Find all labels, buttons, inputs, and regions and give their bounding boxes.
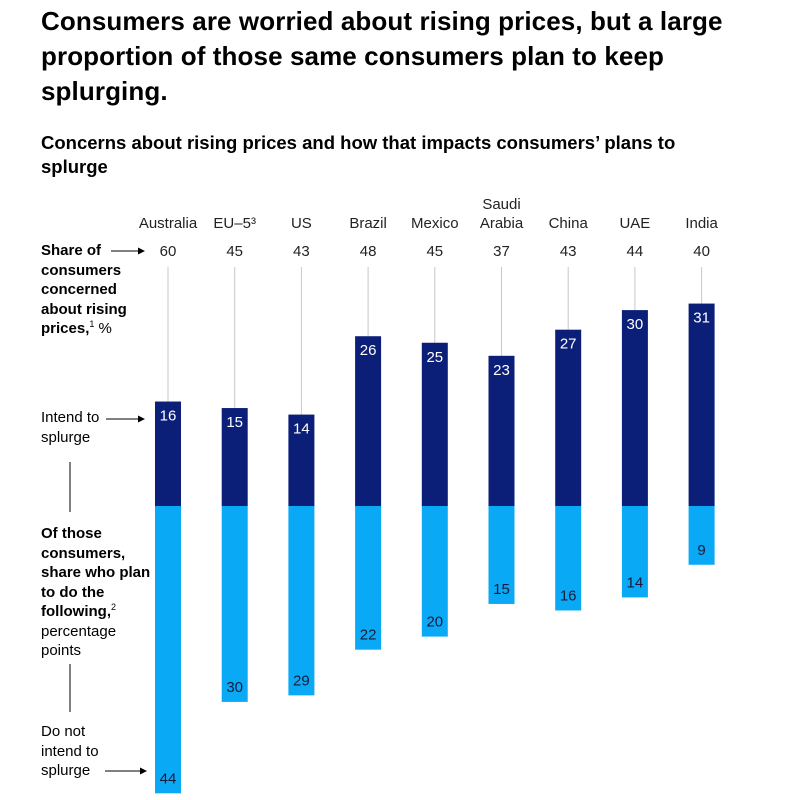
intend-value-brazil: 26 — [360, 342, 377, 359]
share-value-saudi-arabia: 37 — [493, 243, 510, 260]
category-label-saudi-arabia: Saudi Arabia — [480, 196, 524, 232]
intend-splurge-label: Intend to splurge — [41, 409, 100, 446]
share-concerned-label: Share of consumers concerned about risin… — [41, 241, 159, 339]
chart-title: Consumers are worried about rising price… — [41, 6, 723, 106]
of-those-consumers-text: Of those consumers, share who plan to do… — [41, 525, 151, 620]
chart-subtitle: Concerns about rising prices and how tha… — [41, 132, 676, 177]
intend-value-mexico: 25 — [426, 349, 443, 366]
not-intend-value-brazil: 22 — [360, 627, 377, 644]
bar-not-intend-mexico — [421, 506, 448, 637]
bar-intend-india — [688, 303, 715, 506]
share-value-brazil: 48 — [360, 243, 377, 260]
not-intend-value-eu-5: 30 — [226, 679, 243, 696]
footnote-2: 2 — [110, 602, 116, 612]
intend-value-india: 31 — [693, 310, 710, 327]
not-intend-value-china: 16 — [560, 587, 577, 604]
share-concerned-unit: % — [94, 320, 112, 337]
share-value-australia: 60 — [160, 243, 177, 260]
share-value-mexico: 45 — [426, 243, 443, 260]
bar-not-intend-saudi-arabia — [488, 506, 515, 604]
not-intend-value-india: 9 — [697, 542, 705, 559]
share-value-us: 43 — [293, 243, 310, 260]
share-arrow-head — [138, 247, 145, 255]
bar-intend-uae — [621, 310, 648, 506]
bar-intend-us — [288, 414, 315, 506]
intend-value-saudi-arabia: 23 — [493, 362, 510, 379]
not-intend-value-australia: 44 — [160, 770, 177, 787]
intend-value-uae: 30 — [627, 316, 644, 333]
category-label-india: India — [685, 215, 718, 232]
category-label-china: China — [549, 215, 589, 232]
share-value-uae: 44 — [627, 243, 644, 260]
not-intend-value-uae: 14 — [627, 574, 644, 591]
of-those-consumers-label: Of those consumers, share who plan to do… — [41, 524, 153, 661]
intend-value-china: 27 — [560, 336, 577, 353]
category-label-eu-5: EU–5³ — [213, 215, 256, 232]
share-value-china: 43 — [560, 243, 577, 260]
bar-not-intend-uae — [621, 506, 648, 598]
bar-not-intend-us — [288, 506, 315, 696]
category-label-uae: UAE — [619, 215, 650, 232]
intend-value-australia: 16 — [160, 408, 177, 425]
bar-intend-saudi-arabia — [488, 355, 515, 506]
share-value-india: 40 — [693, 243, 710, 260]
bar-not-intend-australia — [155, 506, 181, 794]
bar-intend-china — [555, 329, 582, 506]
percentage-points-text: percentage points — [41, 622, 117, 660]
bar-not-intend-india — [688, 506, 715, 565]
bar-not-intend-brazil — [355, 506, 382, 650]
share-concerned-text: Share of consumers concerned about risin… — [41, 242, 127, 337]
bar-intend-brazil — [355, 336, 382, 506]
bar-intend-eu-5 — [221, 408, 248, 506]
intend-value-eu-5: 15 — [226, 414, 243, 431]
not-intend-value-saudi-arabia: 15 — [493, 581, 510, 598]
not-intend-value-us: 29 — [293, 672, 310, 689]
bar-intend-mexico — [421, 342, 448, 506]
bar-not-intend-china — [555, 506, 582, 611]
share-value-eu-5: 45 — [226, 243, 243, 260]
category-label-australia: Australia — [139, 215, 198, 232]
category-label-brazil: Brazil — [349, 215, 387, 232]
category-label-mexico: Mexico — [411, 215, 459, 232]
bar-intend-australia — [155, 401, 181, 506]
intend-value-us: 14 — [293, 421, 310, 438]
category-label-us: US — [291, 215, 312, 232]
intend-arrow-head — [138, 415, 145, 423]
not-intend-value-mexico: 20 — [426, 614, 443, 631]
do-not-intend-arrow-head — [140, 767, 147, 775]
footnote-1: 1 — [89, 319, 95, 329]
do-not-intend-label: Do not intend to splurge — [41, 723, 99, 779]
bar-not-intend-eu-5 — [221, 506, 248, 702]
